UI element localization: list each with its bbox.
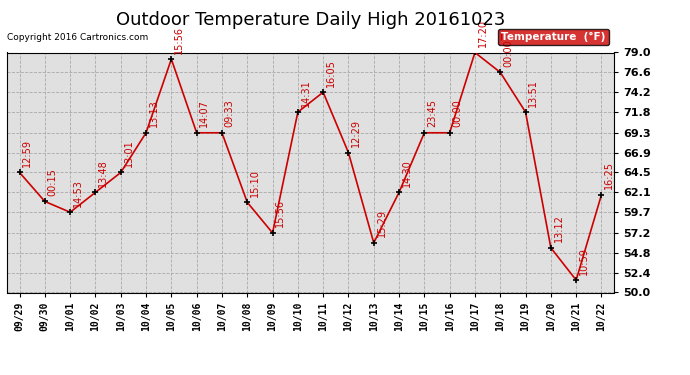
Text: 14:30: 14:30: [402, 159, 412, 187]
Text: 15:10: 15:10: [250, 169, 260, 197]
Text: 15:29: 15:29: [377, 209, 386, 237]
Text: 13:51: 13:51: [529, 79, 538, 106]
Text: 16:25: 16:25: [604, 161, 614, 189]
Text: 14:07: 14:07: [199, 99, 210, 127]
Text: 12:59: 12:59: [22, 139, 32, 167]
Text: 14:53: 14:53: [73, 179, 83, 207]
Text: 10:59: 10:59: [579, 247, 589, 274]
Text: 12:29: 12:29: [351, 119, 362, 147]
Legend: Temperature  (°F): Temperature (°F): [498, 29, 609, 45]
Text: 17:20: 17:20: [477, 19, 488, 47]
Text: Copyright 2016 Cartronics.com: Copyright 2016 Cartronics.com: [7, 33, 148, 42]
Text: 15:56: 15:56: [174, 26, 184, 54]
Text: Outdoor Temperature Daily High 20161023: Outdoor Temperature Daily High 20161023: [116, 11, 505, 29]
Text: 13:12: 13:12: [553, 214, 564, 242]
Text: 13:48: 13:48: [98, 159, 108, 187]
Text: 00:00: 00:00: [503, 39, 513, 67]
Text: 09:33: 09:33: [225, 99, 235, 127]
Text: 00:15: 00:15: [48, 168, 58, 196]
Text: 14:31: 14:31: [301, 79, 310, 106]
Text: 13:13: 13:13: [149, 99, 159, 127]
Text: 16:05: 16:05: [326, 59, 336, 87]
Text: 13:01: 13:01: [124, 139, 134, 167]
Text: 00:00: 00:00: [453, 99, 462, 127]
Text: 15:56: 15:56: [275, 200, 286, 227]
Text: 23:45: 23:45: [427, 99, 437, 127]
